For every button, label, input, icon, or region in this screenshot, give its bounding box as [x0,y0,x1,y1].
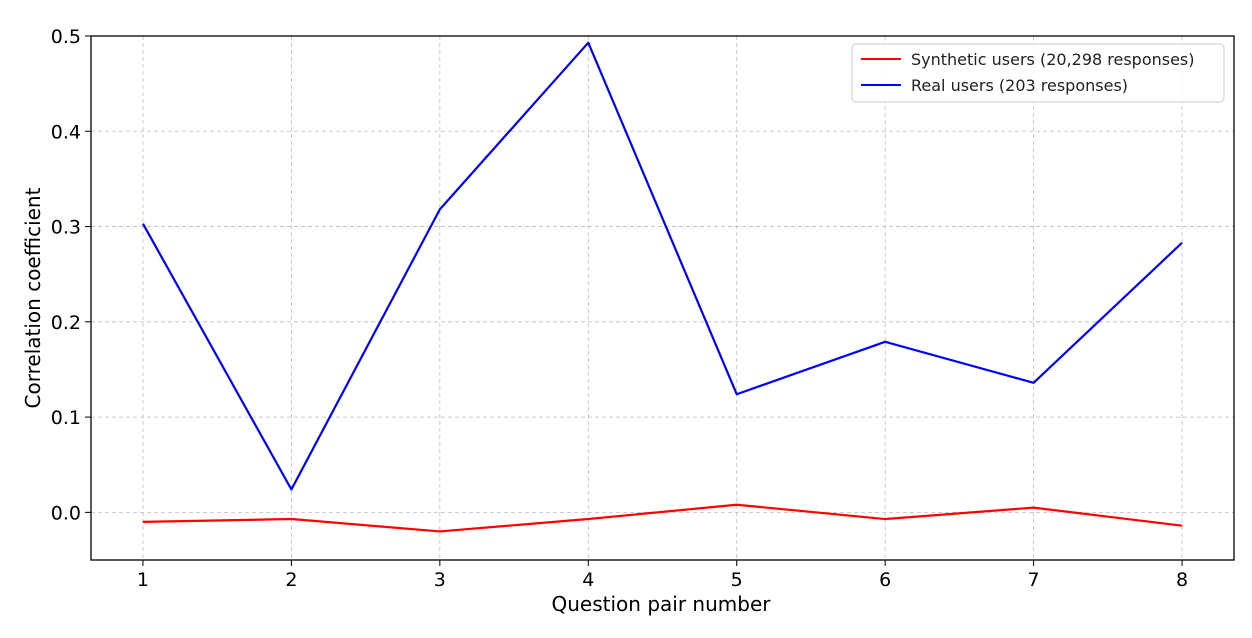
legend-label-synthetic: Synthetic users (20,298 responses) [911,50,1195,69]
x-tick-label: 7 [1028,569,1040,591]
y-tick-label: 0.4 [51,121,81,143]
real-users-line [141,41,1183,491]
legend-label-real: Real users (203 responses) [911,76,1128,95]
x-tick-label: 2 [285,569,297,591]
y-tick-label: 0.1 [51,407,81,429]
y-axis-label: Correlation coefficient [21,187,45,408]
x-tick-label: 6 [879,569,891,591]
grid-lines [91,35,1234,560]
x-tick-label: 5 [731,569,743,591]
series-lines [141,41,1183,533]
y-tick-label: 0.5 [51,26,81,48]
legend: Synthetic users (20,298 responses) Real … [851,43,1225,103]
y-tick-label: 0.0 [51,502,81,524]
y-axis: 0.0 0.1 0.2 0.3 0.4 0.5 [51,26,91,524]
x-axis-label: Question pair number [552,592,772,616]
synthetic-users-line [142,503,1183,533]
y-tick-label: 0.2 [51,312,81,334]
x-tick-label: 4 [582,569,594,591]
legend-box [851,43,1225,103]
y-tick-label: 0.3 [51,217,81,239]
x-tick-label: 1 [137,569,149,591]
x-tick-label: 8 [1176,569,1188,591]
x-tick-label: 3 [434,569,446,591]
plot-frame [90,35,1235,561]
x-axis: 1 2 3 4 5 6 7 8 [137,560,1188,591]
